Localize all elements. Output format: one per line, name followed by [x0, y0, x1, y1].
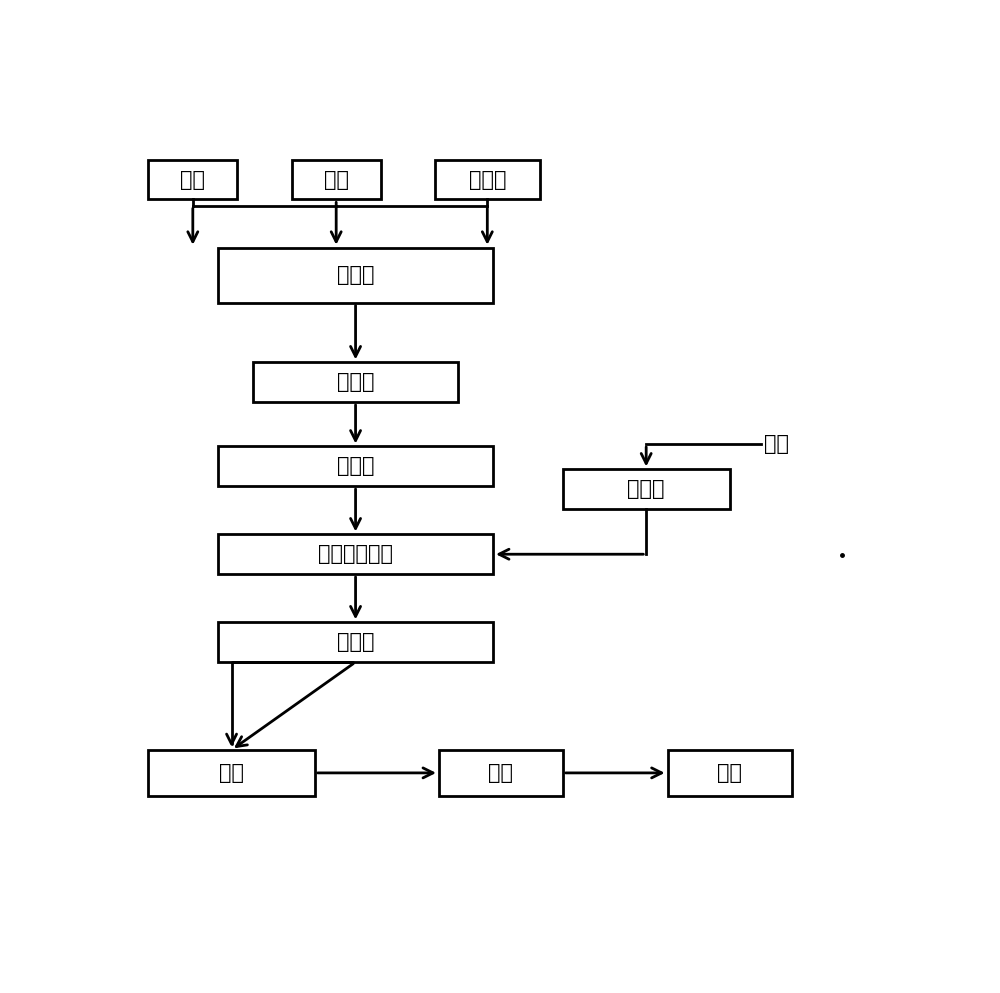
- Text: 吸收: 吸收: [219, 763, 244, 782]
- Text: 催化剂: 催化剂: [469, 170, 506, 190]
- Bar: [253, 362, 458, 402]
- Bar: [148, 160, 237, 200]
- Text: 预热器: 预热器: [337, 457, 374, 477]
- Text: 溶剂: 溶剂: [324, 170, 349, 190]
- Text: 精馏: 精馏: [488, 763, 513, 782]
- Text: 氧气: 氧气: [764, 434, 789, 454]
- Text: 成品: 成品: [717, 763, 742, 782]
- Text: 混料釜: 混料釜: [337, 265, 374, 285]
- Text: 计里泵: 计里泵: [627, 480, 665, 499]
- Text: 原料: 原料: [180, 170, 205, 190]
- Bar: [292, 160, 381, 200]
- Bar: [218, 623, 493, 662]
- Bar: [563, 470, 730, 509]
- Bar: [148, 750, 315, 795]
- Bar: [218, 534, 493, 574]
- Bar: [668, 750, 792, 795]
- Text: 计里泵: 计里泵: [337, 372, 374, 392]
- Bar: [435, 160, 540, 200]
- Bar: [218, 247, 493, 303]
- Bar: [439, 750, 563, 795]
- Bar: [218, 447, 493, 487]
- Text: 冷却器: 冷却器: [337, 633, 374, 652]
- Text: 微通道反应器: 微通道反应器: [318, 544, 393, 564]
